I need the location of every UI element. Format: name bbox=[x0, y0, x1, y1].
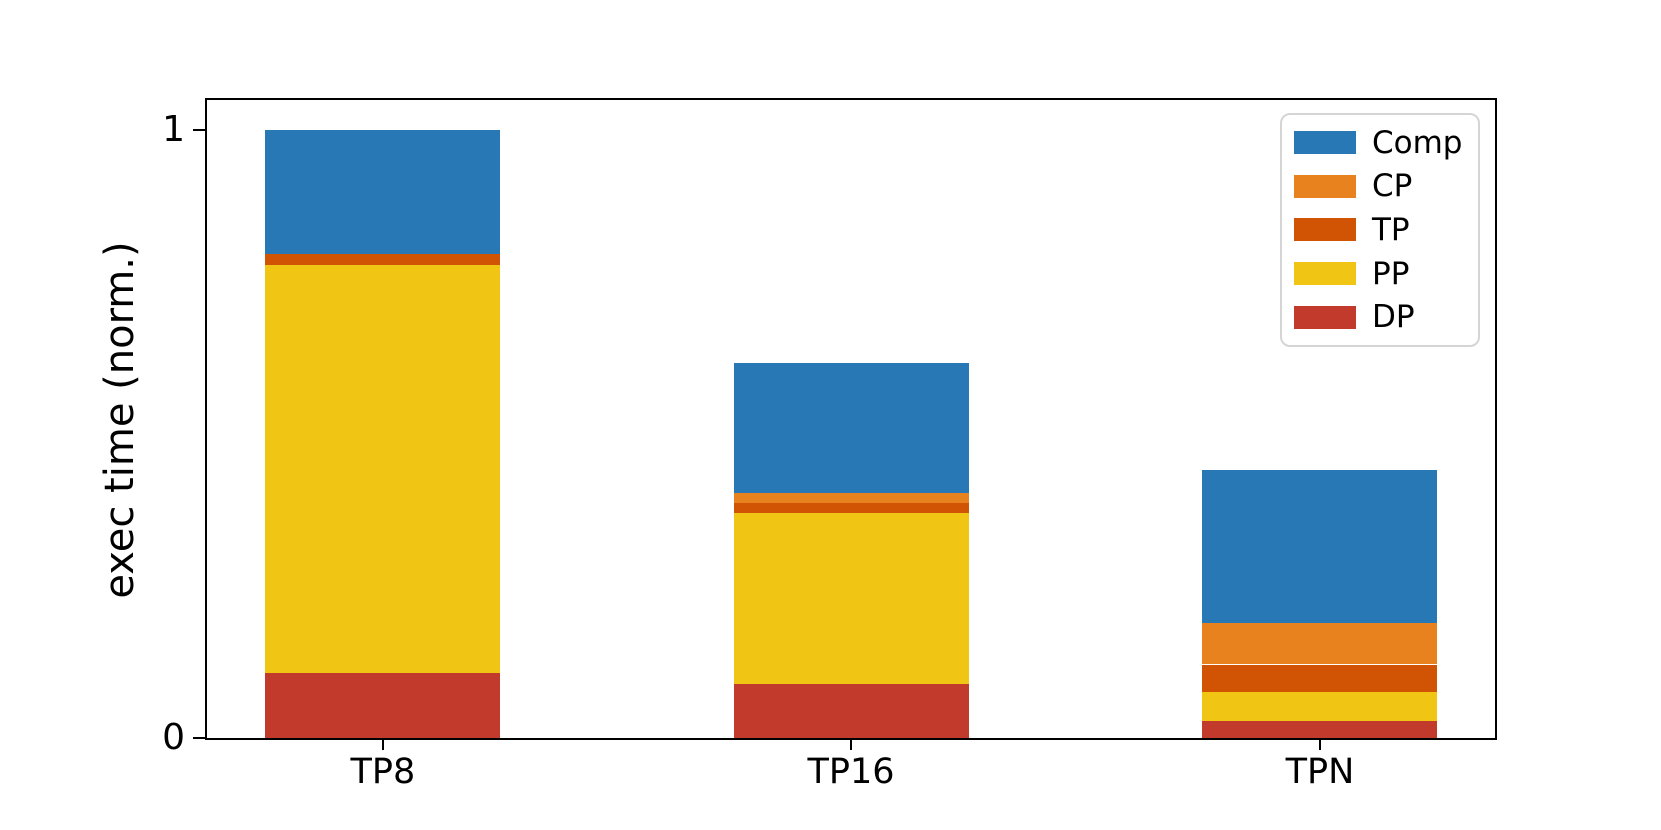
x-tick-TP16 bbox=[850, 738, 852, 750]
x-tick-TPN bbox=[1318, 738, 1321, 750]
bar-TPN-segment-PP bbox=[1202, 691, 1438, 721]
legend-item-CP: CP bbox=[1294, 169, 1478, 203]
bar-TPN-segment-CP bbox=[1202, 623, 1438, 665]
bar-TPN-segment-TP bbox=[1202, 664, 1438, 692]
legend-item-TP: TP bbox=[1294, 213, 1478, 247]
x-tick-label-TP8: TP8 bbox=[350, 752, 416, 792]
legend-label-TP: TP bbox=[1372, 211, 1410, 248]
y-axis-label: exec time (norm.) bbox=[97, 241, 143, 599]
legend-label-CP: CP bbox=[1372, 168, 1413, 205]
legend-swatch-CP bbox=[1294, 174, 1356, 198]
legend-item-PP: PP bbox=[1294, 257, 1478, 291]
x-tick-TP8 bbox=[381, 738, 384, 750]
legend-label-PP: PP bbox=[1372, 255, 1410, 292]
legend-swatch-DP bbox=[1294, 305, 1356, 329]
bar-TP16-segment-CP bbox=[733, 492, 969, 503]
x-tick-label-TP16: TP16 bbox=[807, 752, 895, 792]
legend-label-DP: DP bbox=[1372, 299, 1415, 336]
y-tick-label: 0 bbox=[162, 717, 185, 758]
bar-TPN-segment-DP bbox=[1202, 721, 1438, 738]
bar-TPN-segment-Comp bbox=[1202, 470, 1438, 624]
axis-spine-top bbox=[205, 98, 1497, 100]
axis-spine-right bbox=[1495, 98, 1497, 740]
bar-TP8-segment-Comp bbox=[265, 130, 501, 254]
y-tick-label: 1 bbox=[162, 109, 185, 151]
bar-TP8-segment-PP bbox=[265, 264, 501, 673]
bar-TP8-segment-TP bbox=[265, 253, 501, 265]
plot-area bbox=[205, 98, 1497, 740]
legend-item-Comp: Comp bbox=[1294, 126, 1478, 160]
axis-spine-left bbox=[205, 98, 207, 740]
legend-swatch-PP bbox=[1294, 262, 1356, 286]
legend-label-Comp: Comp bbox=[1372, 124, 1463, 161]
bar-TP16-segment-TP bbox=[733, 502, 969, 513]
x-tick-label-TPN: TPN bbox=[1285, 752, 1355, 792]
legend: Comp CP TP PP DP bbox=[1280, 113, 1480, 347]
bar-TP16-segment-DP bbox=[733, 683, 969, 738]
legend-swatch-Comp bbox=[1294, 131, 1356, 155]
bar-TP16-segment-Comp bbox=[733, 362, 969, 493]
bar-TP8-segment-DP bbox=[265, 673, 501, 738]
y-tick-0 bbox=[193, 737, 205, 739]
legend-swatch-TP bbox=[1294, 218, 1356, 242]
legend-item-DP: DP bbox=[1294, 300, 1478, 334]
y-tick-1 bbox=[193, 129, 205, 132]
bar-TP16-segment-PP bbox=[733, 512, 969, 684]
